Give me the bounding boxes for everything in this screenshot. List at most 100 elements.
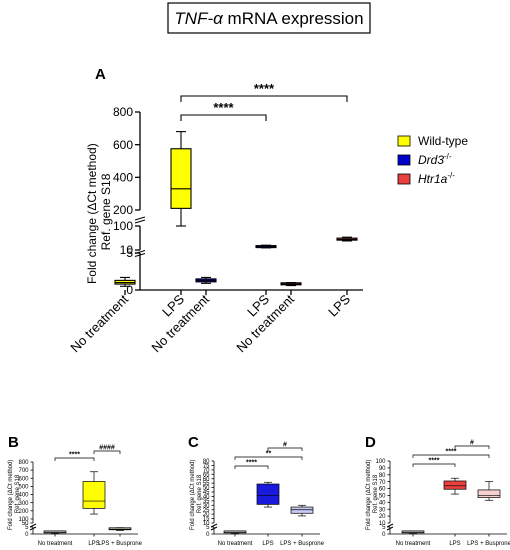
panel-c-y-tick-label: 5 [206,525,210,531]
panel-b-axis-break [29,526,37,531]
panel-b-y-tick-label: 300 [18,501,29,507]
panel-c-x-tick-label: LPS + Busprone [280,541,325,547]
panel-b-y-tick-label: 50 [22,521,29,527]
panel-a-y-tick-label: 10 [120,243,134,257]
title-box [167,2,371,34]
panel-b-ylabel-line1: Fold change (ΔCt method) [8,460,14,530]
legend-swatch-wild-type [397,135,411,147]
panel-c-y-tick-label: 70 [203,468,210,474]
panel-c-significance-bracket [234,456,303,460]
panel-c-x-tick-label: No treatment [218,541,253,547]
panel-d-y-tick-label: 100 [375,459,386,465]
panel-d-significance-bracket [412,454,490,458]
panel-b-x-tick-label: LPS [88,541,99,547]
panel-letter-d: D [365,434,376,451]
panel-a-significance-label: **** [254,81,275,96]
title-gene: TNF-α [174,9,224,28]
panel-letter-b: B [8,434,19,451]
panel-b-y-tick-label: 5 [25,525,29,531]
legend-label-drd3: Drd3-/- [418,152,452,167]
panel-c-y-tick-label: 80 [203,459,210,465]
panel-c-y-tick-label: 50 [203,486,210,492]
panel-c-box [290,506,314,514]
panel-c-y-tick-label: 55 [203,481,210,487]
panel-d-y-tick-label: 50 [379,494,386,500]
panel-c-significance-bracket [267,447,303,451]
panel-c-y-tick-label: 60 [203,477,210,483]
panel-a-ylabel: Fold change (ΔCt method) Ref. gene S18 [85,140,113,284]
panel-d-y-tick-label: 70 [379,480,386,486]
panel-b-significance-bracket [54,457,95,461]
legend-item-htr1a: Htr1a-/- [397,171,455,186]
panel-b-y-tick-label: 700 [18,468,29,474]
panel-b-y-tick-label: 500 [18,485,29,491]
panel-a-axis-break [134,253,146,257]
panel-d-ylabel-line2: Ref. gene S18 [373,474,379,513]
panel-d-y-tick-label: 0 [382,532,386,538]
legend-label-htr1a: Htr1a-/- [418,171,455,186]
panel-b-y-tick-label: 400 [18,493,29,499]
panel-c-y-tick-label: 75 [203,464,210,470]
panel-d-significance-label: # [470,440,474,447]
legend: Wild-type Drd3-/- Htr1a-/- [397,134,468,186]
panel-c-ylabel: Fold change (ΔCt method) Ref. gene S18 [190,458,203,530]
panel-b-significance-label: **** [69,452,80,459]
panel-c-y-tick-label: 20 [203,512,210,518]
panel-d-y-tick-label: 20 [379,514,386,520]
panel-d-y-tick-label: 60 [379,487,386,493]
panel-a-y-tick-label: 5 [126,246,133,260]
panel-d-ylabel-line1: Fold change (ΔCt method) [366,460,372,530]
panel-d-y-tick-label: 30 [379,507,386,513]
panel-b-y-tick-label: 100 [18,517,29,523]
panel-b-y-tick-label: 0 [25,532,29,538]
panel-b-ylabel-line2: Ref. gene S18 [15,474,21,513]
panel-c-y-tick-label: 0 [206,532,210,538]
panel-c-y-tick-label: 10 [203,521,210,527]
legend-swatch-htr1a [397,173,411,185]
legend-htr1a-sup: -/- [447,171,455,180]
panel-a-axis-break [134,219,146,224]
panel-a-y-tick-label: 800 [113,105,133,119]
panel-a-ylabel-line1: Fold change (ΔCt method) [85,143,99,284]
legend-htr1a-name: Htr1a [418,172,448,186]
panel-a-y-tick-label: 100 [113,219,133,233]
panel-d-y-tick-label: 90 [379,466,386,472]
panel-b-significance-bracket [93,450,121,454]
panel-c-x-tick-label: LPS [262,541,273,547]
panel-a-significance-label: **** [213,100,234,115]
title-rest: mRNA expression [223,9,364,28]
panel-d-axis-break [386,526,394,531]
panel-b-x-tick-label: LPS + Busprone [98,541,143,547]
panel-a-y-tick-label: 600 [113,138,133,152]
legend-label-wild-type: Wild-type [418,134,468,148]
panel-c-y-tick-label: 45 [203,490,210,496]
panel-c-y-tick-label: 40 [203,495,210,501]
panel-b-x-tick-label: No treatment [38,541,73,547]
legend-drd3-sup: -/- [444,152,452,161]
panel-c-axis-break [210,523,218,528]
panel-d-significance-bracket [412,463,456,467]
panel-c-axis-break [210,526,218,531]
panel-a-axis-break [134,216,146,221]
panel-letter-c: C [188,434,199,451]
panel-b-significance-label: #### [99,445,115,452]
panel-a-significance-bracket [180,114,267,121]
legend-item-wild-type: Wild-type [397,134,468,148]
panel-d-y-tick-label: 40 [379,500,386,506]
panel-c-y-tick-label: 65 [203,472,210,478]
panel-c-ylabel-line1: Fold change (ΔCt method) [190,460,196,530]
panel-d-significance-label: **** [429,458,440,465]
panel-a-x-tick-label: LPS [325,291,353,319]
panel-d-x-tick-label: No treatment [396,541,431,547]
panel-d-x-tick-label: LPS + Busprone [467,541,510,547]
figure-title: TNF-α mRNA expression [174,9,363,28]
panel-a-significance-bracket [180,95,348,102]
panel-c-y-tick-label: 15 [203,517,210,523]
panel-c-ylabel-line2: Ref. gene S18 [197,474,203,513]
panel-d-y-tick-label: 80 [379,473,386,479]
panel-d-box [477,489,501,498]
